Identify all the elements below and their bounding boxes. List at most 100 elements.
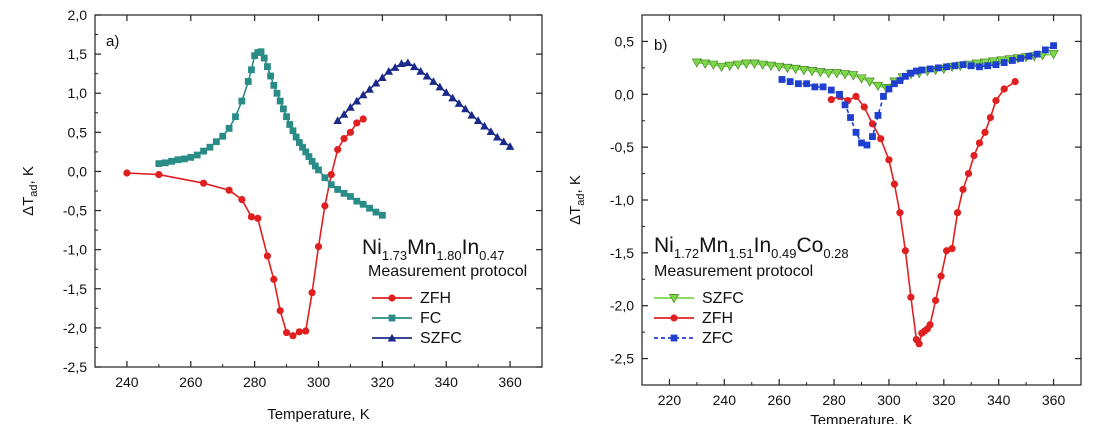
data-point [448, 93, 457, 102]
data-point [311, 162, 319, 170]
data-point [803, 80, 811, 88]
data-point [327, 170, 335, 179]
data-point [757, 60, 768, 70]
x-tick-label: 300 [877, 392, 901, 408]
data-point [247, 213, 256, 221]
data-point [378, 73, 387, 82]
y-tick-label: 1,5 [68, 46, 88, 62]
data-point [232, 113, 239, 121]
data-point [359, 200, 367, 208]
panel-label: b) [654, 37, 667, 54]
data-point [852, 128, 860, 136]
data-point [839, 70, 851, 80]
data-point [403, 58, 413, 67]
data-point [1017, 54, 1025, 62]
x-tick-label: 320 [371, 374, 395, 390]
legend-title: Measurement protocol [368, 263, 527, 280]
data-point [848, 71, 859, 81]
data-point [347, 193, 354, 200]
y-tick-label: -1,0 [63, 242, 87, 258]
data-point [778, 76, 786, 83]
data-point [1041, 46, 1049, 54]
data-point [976, 63, 983, 71]
data-point [716, 62, 727, 73]
legend-marker [670, 334, 678, 342]
data-point [505, 142, 515, 150]
data-point [741, 59, 752, 69]
data-point [238, 196, 246, 204]
data-point [225, 125, 233, 132]
data-point [499, 137, 508, 146]
data-point [339, 110, 349, 118]
y-tick-label: -2,0 [63, 320, 87, 336]
data-point [992, 61, 1000, 69]
data-point [749, 59, 760, 69]
data-point [959, 185, 967, 194]
data-point [295, 328, 303, 336]
data-point [212, 138, 220, 146]
data-point [353, 119, 361, 127]
data-point [384, 67, 394, 75]
series-zfh [123, 115, 367, 340]
data-point [943, 63, 950, 71]
data-point [691, 58, 702, 68]
plot-frame [94, 14, 543, 368]
compound-element: Ni [362, 236, 382, 259]
data-point [765, 61, 777, 71]
data-point [798, 65, 809, 76]
data-point [340, 134, 348, 143]
y-tick-label: -1,0 [610, 192, 634, 208]
data-point [315, 166, 322, 174]
data-point [480, 121, 489, 130]
data-point [907, 293, 915, 301]
data-point [885, 156, 893, 164]
data-point [774, 62, 785, 73]
y-axis-label-tail: , K [567, 175, 584, 193]
data-point [942, 247, 951, 255]
series-zfc [778, 42, 1057, 149]
data-point [912, 67, 920, 75]
y-tick-label: -0,5 [63, 203, 87, 219]
data-point [289, 332, 297, 340]
y-axis-label: ΔTad, K [20, 166, 40, 216]
data-point [967, 62, 975, 70]
x-axis-label: Temperature, K [267, 406, 370, 423]
data-point [901, 247, 910, 255]
data-point [441, 88, 451, 96]
data-point [276, 307, 284, 315]
data-point [333, 116, 342, 125]
legend-label: ZFH [420, 290, 451, 307]
data-point [1000, 85, 1008, 93]
y-tick-label: -1,5 [63, 281, 87, 297]
data-point [902, 72, 909, 80]
compound-subscript: 0.47 [479, 248, 504, 263]
data-point [782, 63, 793, 74]
legend-marker [387, 333, 397, 342]
legend: Measurement protocol SZFC ZFH ZFC [654, 263, 813, 347]
data-point [915, 340, 923, 348]
data-point [353, 197, 361, 205]
chart-panel-a: 240 260 280 300 320 340 360 -2,5 -2,0 -1,5 -1,0 -0,… [20, 7, 543, 423]
data-point [1050, 42, 1057, 50]
chart-panel-b: 220 240 260 280 300 320 340 360 -2,5 -2,0 -1,5 -1,0… [567, 14, 1082, 424]
data-point [831, 69, 842, 79]
data-point [986, 113, 995, 122]
x-tick-label: 240 [115, 374, 139, 390]
x-tick-label: 260 [768, 392, 792, 408]
data-point [486, 127, 496, 135]
data-point [794, 80, 802, 88]
data-point [429, 77, 438, 85]
data-point [863, 141, 871, 149]
data-point [238, 97, 246, 105]
series-line [831, 80, 1016, 346]
data-point [984, 62, 992, 70]
data-point [200, 147, 207, 155]
data-point [299, 143, 306, 151]
series-line [126, 118, 364, 337]
series-line [337, 61, 511, 148]
data-point [951, 62, 959, 70]
x-tick-label: 220 [658, 392, 682, 408]
data-point [841, 101, 849, 109]
data-point [308, 157, 316, 165]
